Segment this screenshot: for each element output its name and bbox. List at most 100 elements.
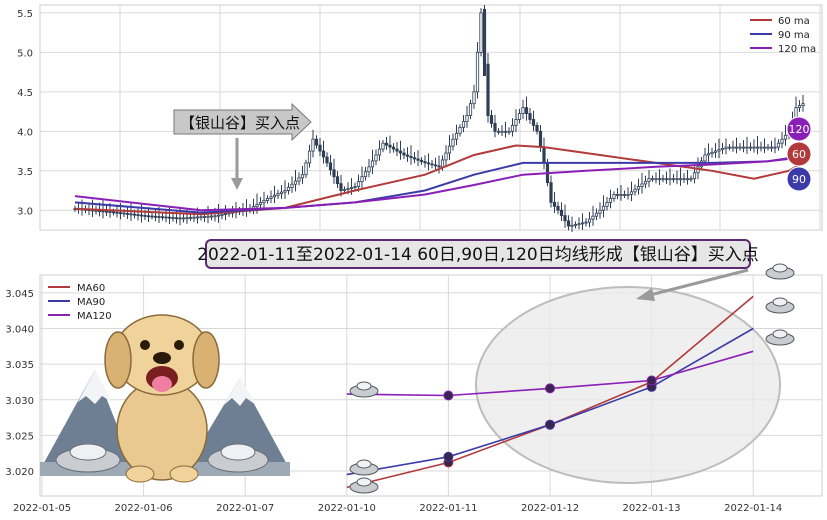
top-legend-label: 60 ma xyxy=(778,16,810,27)
ellipse-pointer-head xyxy=(636,288,655,301)
top-y-tick-label: 5.5 xyxy=(17,9,33,20)
candle-body xyxy=(612,194,616,199)
ma-badge-label: 120 xyxy=(789,123,810,136)
candle-body xyxy=(433,164,438,167)
candle-body xyxy=(409,155,413,159)
bottom-y-tick-label: 3.035 xyxy=(5,360,34,371)
candle-body xyxy=(346,188,350,190)
candle-body xyxy=(598,209,602,214)
ingot-top-icon xyxy=(772,297,788,307)
bottom-x-ticks: 2022-01-05 2022-01-06 2022-01-07 2022-01-10… xyxy=(13,503,782,514)
candle-body xyxy=(591,215,595,220)
candle-body xyxy=(143,214,147,217)
candle-body xyxy=(724,146,728,149)
candle-body xyxy=(759,146,763,149)
candle-body xyxy=(769,146,774,149)
candle-body xyxy=(444,152,448,161)
bottom-x-tick-label: 2022-01-11 xyxy=(419,503,477,514)
dog-mountain-illustration xyxy=(40,314,290,483)
ingot-top-icon xyxy=(772,329,788,339)
candle-body xyxy=(342,189,347,191)
candle-body xyxy=(538,130,543,148)
candle-body xyxy=(678,178,683,181)
candle-body xyxy=(472,91,476,105)
candle-body xyxy=(430,163,434,166)
top-ma60-line xyxy=(74,144,811,216)
candle-body xyxy=(633,188,637,193)
candle-body xyxy=(510,124,515,132)
candle-body xyxy=(731,146,735,149)
candle-body xyxy=(601,205,606,211)
top-y-tick-label: 4.0 xyxy=(17,127,33,138)
candle-body xyxy=(549,182,553,203)
bottom-y-tick-label: 3.020 xyxy=(5,467,34,478)
ingot-top-icon xyxy=(356,381,372,391)
candle-body xyxy=(370,160,375,168)
candle-body xyxy=(514,119,518,126)
candle-body xyxy=(272,194,277,198)
spike-candle xyxy=(483,8,486,77)
candle-body xyxy=(745,146,749,149)
banner: 2022-01-11至2022-01-14 60日,90日,120日均线形成【银… xyxy=(197,239,759,269)
candle-body xyxy=(353,186,357,188)
candle-body xyxy=(367,166,371,173)
candle-body xyxy=(738,146,742,149)
candle-body xyxy=(115,211,119,214)
candle-body xyxy=(384,142,389,146)
bottom-x-tick-label: 2022-01-07 xyxy=(216,503,274,514)
bottom-y-tick-label: 3.040 xyxy=(5,324,34,335)
candle-body xyxy=(801,103,805,107)
bottom-legend-label: MA60 xyxy=(77,283,105,294)
candle-body xyxy=(622,194,627,196)
candle-body xyxy=(283,190,287,193)
bottom-data-marker xyxy=(443,451,454,462)
candle-body xyxy=(440,159,445,168)
bottom-markers xyxy=(443,375,657,468)
ingot-top-icon xyxy=(772,263,788,273)
candle-body xyxy=(454,132,459,140)
candle-body xyxy=(402,152,406,156)
candle-body xyxy=(748,146,753,149)
ingot-icons xyxy=(349,263,795,494)
candle-body xyxy=(776,142,781,148)
candle-body xyxy=(605,201,609,207)
candle-body xyxy=(556,205,560,211)
ellipse-pointer-arrow xyxy=(636,268,749,301)
candle-body xyxy=(276,193,280,196)
candle-body xyxy=(174,217,179,220)
candle-body xyxy=(780,138,784,144)
candle-body xyxy=(405,154,410,157)
bottom-legend-label: MA120 xyxy=(77,311,112,322)
candle-body xyxy=(734,146,739,149)
top-grid xyxy=(40,5,822,230)
mountain-right-icon xyxy=(185,378,290,470)
candle-body xyxy=(216,214,221,217)
candle-body xyxy=(356,181,361,187)
bottom-x-tick-label: 2022-01-05 xyxy=(13,503,71,514)
candle-body xyxy=(706,153,711,156)
bottom-y-tick-label: 3.030 xyxy=(5,396,34,407)
candle-body xyxy=(206,215,210,218)
candle-body xyxy=(685,178,690,181)
candle-body xyxy=(654,178,658,181)
candle-body xyxy=(661,178,665,181)
candle-body xyxy=(594,212,599,217)
candle-body xyxy=(360,176,364,183)
candle-body xyxy=(381,142,385,150)
dog-paw-right-icon xyxy=(169,465,199,483)
candle-body xyxy=(213,215,217,218)
callout-label: 【银山谷】买入点 xyxy=(180,114,300,132)
candle-body xyxy=(619,194,623,196)
mountain-left-icon xyxy=(40,370,135,470)
candle-body xyxy=(675,178,679,181)
candle-body xyxy=(552,201,557,207)
candle-body xyxy=(643,180,648,185)
banner-text: 2022-01-11至2022-01-14 60日,90日,120日均线形成【银… xyxy=(197,245,759,265)
candle-body xyxy=(255,204,259,208)
candle-body xyxy=(517,113,522,120)
candle-body xyxy=(132,213,137,216)
ma-badge-120 xyxy=(786,116,812,142)
candle-body xyxy=(486,63,490,116)
candle-body xyxy=(412,157,417,160)
candle-body xyxy=(692,172,697,180)
